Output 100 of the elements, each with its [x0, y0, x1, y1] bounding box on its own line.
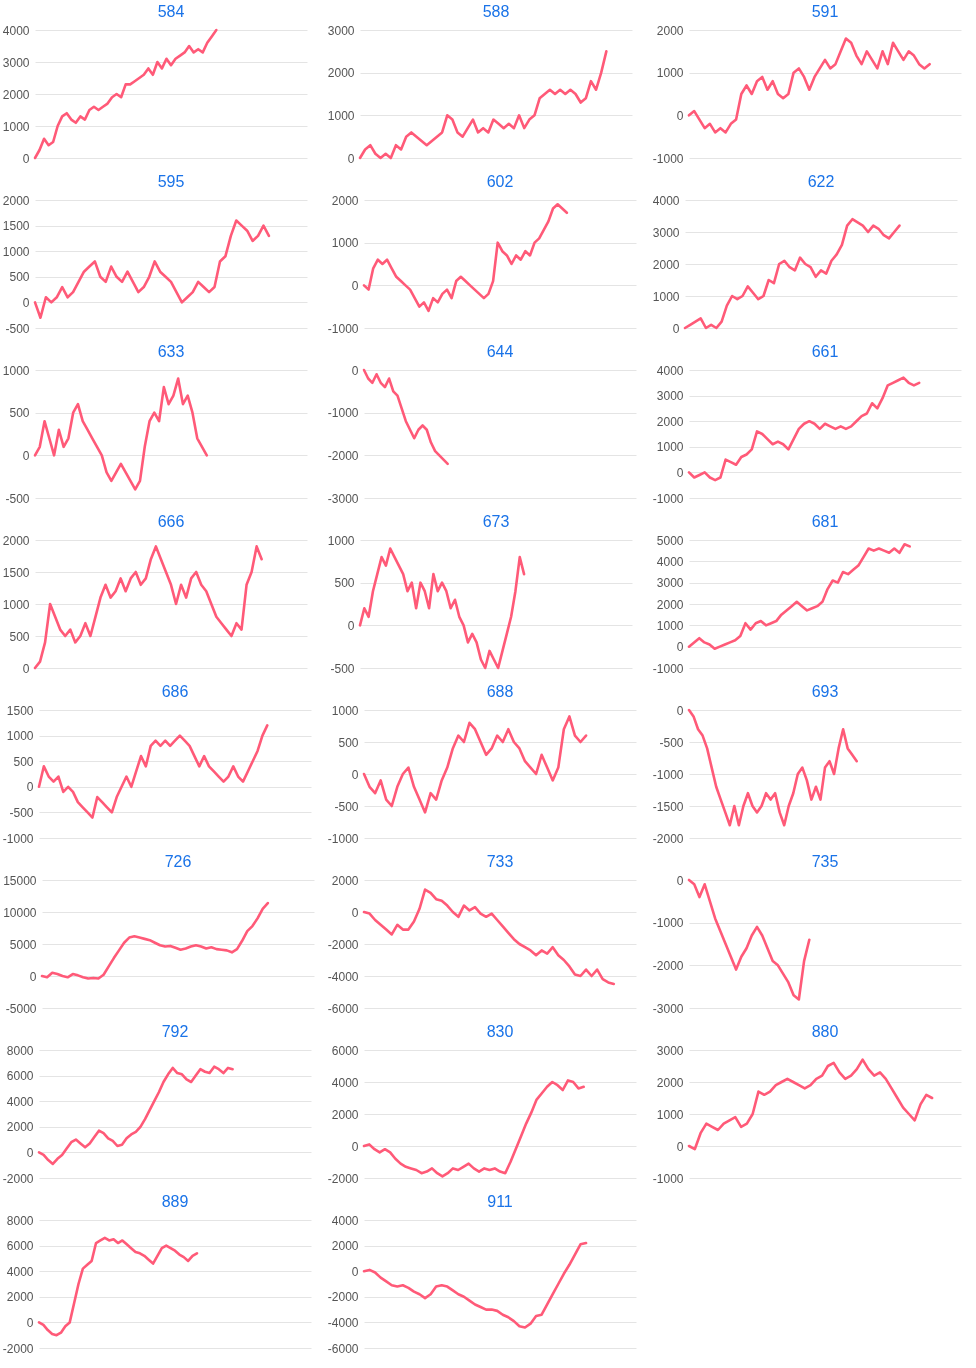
y-tick-label: 0 — [22, 448, 30, 463]
y-tick-label: -2000 — [2, 1341, 34, 1356]
y-tick-label: -500 — [659, 735, 684, 750]
chart-title: 681 — [811, 513, 839, 530]
y-tick-label: 4000 — [652, 193, 680, 208]
y-tick-label: 2000 — [656, 414, 684, 429]
y-tick-label: 0 — [676, 108, 684, 123]
y-tick-label: -1000 — [652, 491, 684, 506]
chart-title: 591 — [811, 3, 839, 20]
line-series — [362, 202, 569, 313]
line-series — [683, 217, 901, 330]
line-series — [33, 28, 218, 160]
y-tick-label: 0 — [26, 1315, 34, 1330]
y-tick-label: 3000 — [327, 23, 355, 38]
y-tick-label: 8000 — [6, 1043, 34, 1058]
y-tick-label: 1000 — [327, 533, 355, 548]
line-series — [37, 1236, 199, 1337]
y-tick-label: 500 — [334, 576, 355, 591]
y-tick-label: 5000 — [9, 937, 37, 952]
y-tick-label: 2000 — [652, 257, 680, 272]
y-tick-label: -1000 — [327, 321, 359, 336]
y-tick-label: 3000 — [652, 225, 680, 240]
y-tick-label: -3000 — [652, 1001, 684, 1016]
line-series — [687, 708, 859, 827]
line-series — [37, 724, 269, 819]
y-tick-label: 2000 — [2, 87, 30, 102]
y-tick-label: 2000 — [2, 193, 30, 208]
y-tick-label: 1500 — [2, 219, 30, 234]
y-tick-label: 1500 — [2, 565, 30, 580]
y-tick-label: 500 — [9, 270, 30, 285]
line-series — [687, 542, 911, 651]
y-tick-label: 6000 — [331, 1043, 359, 1058]
y-tick-label: -2000 — [327, 1171, 359, 1186]
chart-title: 644 — [486, 343, 514, 360]
line-series — [33, 377, 209, 491]
chart-title: 735 — [811, 853, 839, 870]
line-series — [358, 547, 526, 670]
y-tick-label: 500 — [13, 754, 34, 769]
y-tick-label: 0 — [22, 661, 30, 676]
y-tick-label: -4000 — [327, 969, 359, 984]
line-series — [37, 1065, 234, 1166]
y-tick-label: 1000 — [2, 363, 30, 378]
y-tick-label: 3000 — [656, 576, 684, 591]
line-series — [687, 1058, 934, 1151]
y-tick-label: 0 — [351, 1139, 359, 1154]
y-tick-label: 1000 — [6, 729, 34, 744]
y-tick-label: 0 — [29, 969, 37, 984]
chart-title: 889 — [161, 1193, 189, 1210]
y-tick-label: 500 — [9, 629, 30, 644]
y-tick-label: 1000 — [331, 703, 359, 718]
chart-title: 880 — [811, 1023, 839, 1040]
y-tick-label: 0 — [676, 1139, 684, 1154]
y-tick-label: 2000 — [331, 193, 359, 208]
y-tick-label: 2000 — [331, 873, 359, 888]
y-tick-label: 2000 — [331, 1239, 359, 1254]
line-series — [358, 50, 608, 160]
y-tick-label: 0 — [351, 905, 359, 920]
line-series — [687, 376, 921, 482]
y-tick-label: 0 — [22, 295, 30, 310]
y-tick-label: 6000 — [6, 1069, 34, 1084]
y-tick-label: -1000 — [327, 831, 359, 846]
y-tick-label: 8000 — [6, 1213, 34, 1228]
y-tick-label: -500 — [5, 491, 30, 506]
chart-title: 602 — [486, 173, 514, 190]
line-series — [362, 1079, 585, 1178]
chart-title: 733 — [486, 853, 514, 870]
y-tick-label: 500 — [9, 406, 30, 421]
y-tick-label: 15000 — [3, 873, 37, 888]
y-tick-label: 0 — [676, 640, 684, 655]
y-tick-label: 2000 — [6, 1290, 34, 1305]
y-tick-label: -6000 — [327, 1341, 359, 1356]
y-tick-label: -5000 — [5, 1001, 37, 1016]
y-tick-label: 1000 — [656, 1107, 684, 1122]
y-tick-label: 4000 — [2, 23, 30, 38]
y-tick-label: 1000 — [652, 289, 680, 304]
line-series — [362, 368, 449, 466]
y-tick-label: 500 — [338, 735, 359, 750]
y-tick-label: -1000 — [652, 1171, 684, 1186]
y-tick-label: 1000 — [327, 108, 355, 123]
y-tick-label: 3000 — [656, 389, 684, 404]
y-tick-label: 0 — [351, 767, 359, 782]
y-tick-label: -6000 — [327, 1001, 359, 1016]
y-tick-label: 4000 — [656, 363, 684, 378]
line-series — [362, 888, 616, 986]
y-tick-label: 0 — [676, 703, 684, 718]
y-tick-label: -2000 — [327, 448, 359, 463]
y-tick-label: -1000 — [652, 661, 684, 676]
chart-title: 693 — [811, 683, 839, 700]
y-tick-label: 0 — [347, 618, 355, 633]
y-tick-label: 4000 — [6, 1094, 34, 1109]
y-tick-label: -1500 — [652, 799, 684, 814]
y-tick-label: -3000 — [327, 491, 359, 506]
y-tick-label: 2000 — [327, 66, 355, 81]
y-tick-label: 0 — [351, 363, 359, 378]
y-tick-label: 0 — [351, 278, 359, 293]
line-series — [687, 878, 811, 1001]
chart-title: 673 — [482, 513, 510, 530]
chart-title: 688 — [486, 683, 514, 700]
y-tick-label: 1000 — [2, 597, 30, 612]
y-tick-label: 0 — [26, 1145, 34, 1160]
